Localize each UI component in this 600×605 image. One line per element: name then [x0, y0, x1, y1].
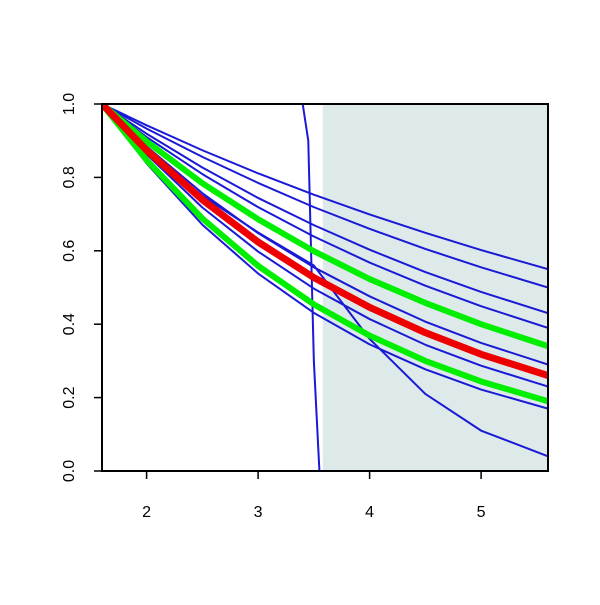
- x-tick-label: 3: [254, 504, 263, 521]
- plot-frame: [101, 103, 549, 472]
- y-tick-label: 1.0: [61, 93, 78, 115]
- series-line: [102, 104, 548, 329]
- series-line: [102, 104, 548, 388]
- series-line: [102, 104, 548, 350]
- x-tick-label: 2: [142, 504, 151, 521]
- lines: [102, 104, 548, 471]
- y-tick-label: 0.6: [61, 240, 78, 262]
- series-line: [102, 104, 548, 380]
- y-tick-label: 0.4: [61, 313, 78, 335]
- series-line: [102, 104, 548, 289]
- y-tick-label: 0.8: [61, 166, 78, 188]
- x-tick-label: 5: [477, 504, 486, 521]
- shaded-region: [322, 104, 548, 471]
- y-tick-label: 0.0: [61, 460, 78, 482]
- y-tick-label: 0.2: [61, 386, 78, 408]
- series-line: [102, 104, 548, 271]
- series-line: [102, 104, 548, 405]
- series-line: [102, 104, 548, 315]
- x-tick-label: 4: [365, 504, 374, 521]
